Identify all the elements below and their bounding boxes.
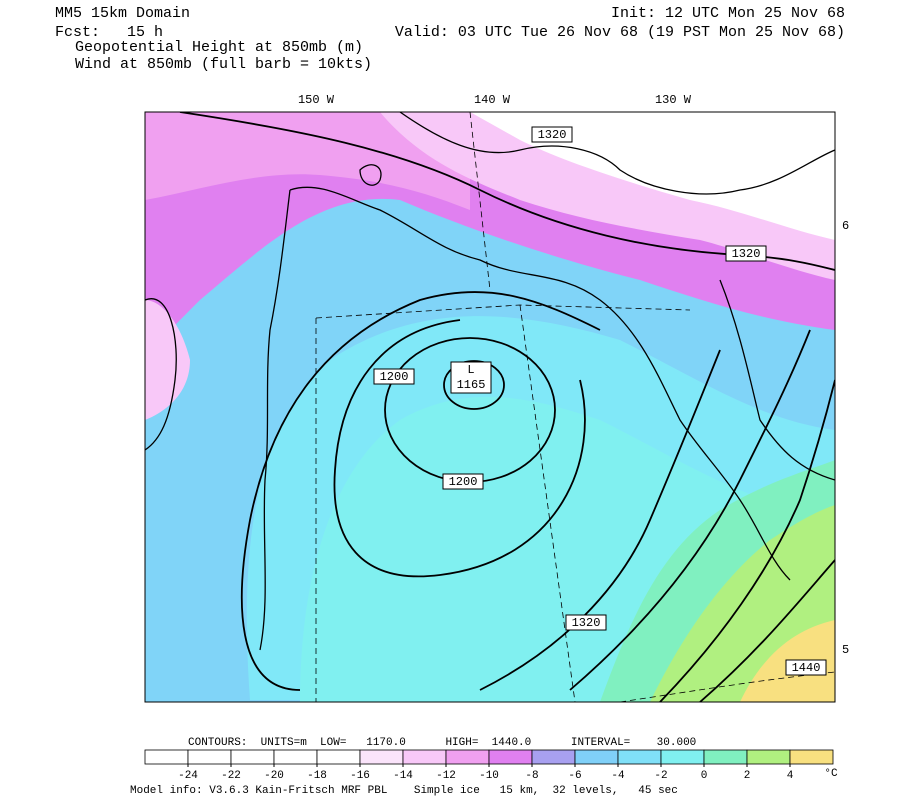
- valid-time: Valid: 03 UTC Tue 26 Nov 68 (19 PST Mon …: [395, 24, 845, 41]
- tick-label: -24: [178, 770, 198, 782]
- tick-label: -2: [654, 770, 667, 782]
- tick-label: -20: [264, 770, 284, 782]
- contour-label: 1165: [457, 378, 486, 392]
- color-swatch: [746, 749, 791, 765]
- label-box: [373, 368, 415, 385]
- label-box: [565, 614, 607, 631]
- tick-label: 4: [787, 770, 794, 782]
- color-swatch: [660, 749, 705, 765]
- contour-label: 1320: [538, 128, 567, 142]
- tick-label: -10: [479, 770, 499, 782]
- contour-label: 1440: [792, 661, 821, 675]
- field-name: Wind at 850mb (full barb = 10kts): [75, 56, 372, 73]
- tick-label: -22: [221, 770, 241, 782]
- tick-label: -6: [568, 770, 581, 782]
- label-box: [450, 361, 492, 394]
- latitude-label: 6: [842, 219, 849, 233]
- colorbar: -24 -22 -20 -18 -16 -14 -12 -10 -8 -6 -4 -2 0 2 4 °C: [144, 749, 838, 782]
- color-swatch: [531, 749, 576, 765]
- label-box: [442, 473, 484, 490]
- field-name: Geopotential Height at 850mb (m): [75, 39, 363, 56]
- color-swatch: [359, 749, 404, 765]
- model-info: Model info: V3.6.3 Kain-Fritsch MRF PBL …: [130, 785, 678, 797]
- shading: [470, 112, 835, 240]
- title: MM5 15km Domain: [55, 5, 190, 22]
- label-box: [531, 126, 573, 143]
- contour-info: CONTOURS: UNITS=m LOW= 1170.0 HIGH= 1440…: [188, 737, 696, 749]
- longitude-label: 140 W: [474, 93, 511, 107]
- low-marker: L: [467, 363, 474, 377]
- contour-labels: 1320 1320 1200 L 1165 1200 1320 1440: [373, 126, 827, 676]
- color-swatch: [789, 749, 834, 765]
- color-swatch: [144, 749, 189, 765]
- tick-label: -12: [436, 770, 456, 782]
- longitude-label: 150 W: [298, 93, 335, 107]
- tick-label: -14: [393, 770, 413, 782]
- contour-label: 1320: [572, 616, 601, 630]
- map-frame: [144, 111, 836, 703]
- longitude-label: 130 W: [655, 93, 692, 107]
- color-swatch: [230, 749, 275, 765]
- color-swatch: [703, 749, 748, 765]
- coastline: [145, 112, 835, 651]
- label-box: [725, 245, 767, 262]
- tick-label: 2: [744, 770, 751, 782]
- shading: [145, 112, 470, 210]
- contour-label: 1200: [380, 370, 409, 384]
- tick-label: -16: [350, 770, 370, 782]
- color-swatch: [617, 749, 662, 765]
- color-swatch: [488, 749, 533, 765]
- color-swatch: [402, 749, 447, 765]
- init-time: Init: 12 UTC Mon 25 Nov 68: [611, 5, 845, 22]
- tick-label: -4: [611, 770, 625, 782]
- tick-label: -8: [525, 770, 538, 782]
- color-swatch: [445, 749, 490, 765]
- label-box: [785, 659, 827, 676]
- tick-label: -18: [307, 770, 327, 782]
- height-contour: [179, 112, 835, 702]
- color-swatch: [273, 749, 318, 765]
- shading: [145, 300, 190, 420]
- forecast-hour: Fcst: 15 h: [55, 24, 163, 41]
- contour-label: 1320: [732, 247, 761, 261]
- color-swatch: [187, 749, 232, 765]
- latitude-label: 5: [842, 643, 849, 657]
- map: 150 W 140 W 130 W 1320 1320 1200 L 1165 12…: [144, 93, 849, 703]
- tick-label: 0: [701, 770, 708, 782]
- contour-label: 1200: [449, 475, 478, 489]
- color-swatch: [316, 749, 361, 765]
- color-swatch: [574, 749, 619, 765]
- unit-label: °C: [824, 768, 838, 780]
